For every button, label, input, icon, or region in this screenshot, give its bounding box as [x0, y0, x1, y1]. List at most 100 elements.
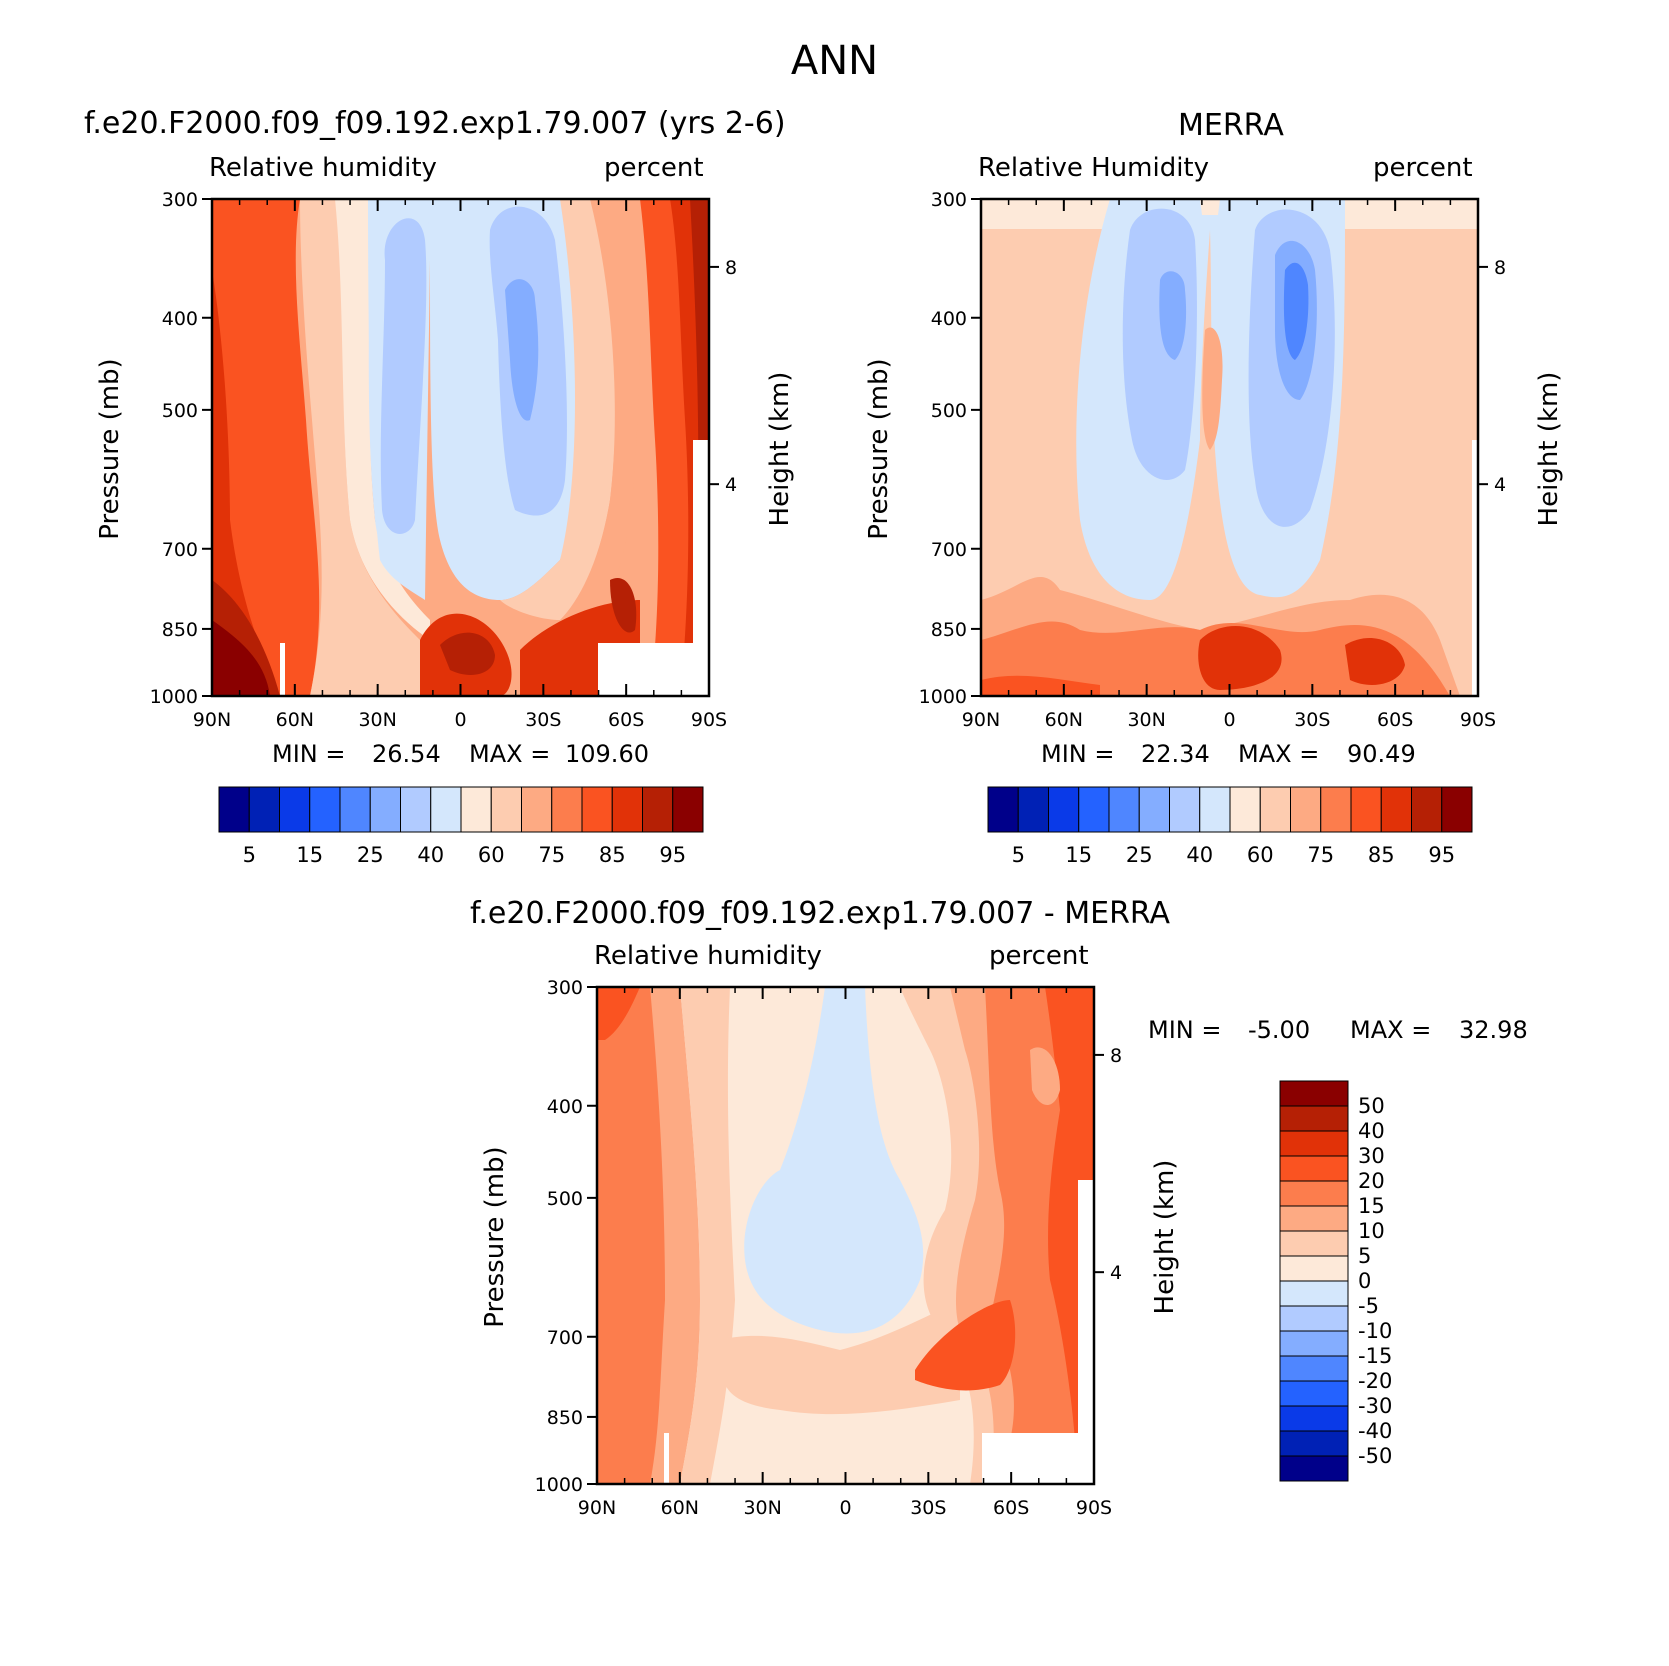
panel2-y2tick-label: 8 — [1494, 257, 1506, 279]
panel2-xtick-label: 0 — [1223, 709, 1235, 731]
panel2-colorbar-swatch — [987, 786, 1019, 833]
panel3-colorbar-label: 0 — [1358, 1269, 1371, 1293]
panel3-max-value: 32.98 — [1459, 1016, 1528, 1044]
panel3-y2tick-label: 4 — [1110, 1262, 1122, 1284]
panel1-fill-strop-blue2 — [505, 279, 539, 421]
panel2-fill-low3 — [1198, 626, 1282, 690]
panel1-xtick-label: 30N — [358, 709, 396, 731]
panel1-colorbar-label: 40 — [417, 843, 444, 867]
panel3-y2tick-label: 8 — [1110, 1045, 1122, 1067]
panel3-xtick-label: 60N — [661, 1497, 699, 1519]
panel3-missing-gap — [664, 1433, 669, 1484]
panel1-ytick-label: 300 — [162, 189, 198, 211]
panel2-min-value: 22.34 — [1141, 740, 1210, 768]
panel2-colorbar-swatch — [1199, 786, 1231, 833]
panel2-colorbar-swatch — [1441, 786, 1473, 833]
panel1-y2label: Height (km) — [765, 371, 795, 527]
panel3-colorbar-swatch — [1279, 1155, 1349, 1182]
panel2-fill-eq-streak — [1202, 327, 1223, 450]
panel1-min-value: 26.54 — [372, 740, 441, 768]
panel2-right-label: percent — [1373, 153, 1473, 183]
panel1-ylabel: Pressure (mb) — [95, 358, 125, 540]
panel2-fill-ntrop-blue — [1122, 208, 1197, 481]
panel1-fill-s-light — [500, 199, 620, 620]
panel3-colorbar-swatch — [1279, 1380, 1349, 1407]
panel1-fill-lowsouth2 — [610, 578, 637, 633]
panel1-colorbar-label: 5 — [243, 843, 256, 867]
panel1-colorbar-swatch — [400, 786, 432, 833]
panel1-colorbar-swatch — [339, 786, 371, 833]
panel2-ytick-label: 700 — [931, 539, 967, 561]
panel3-xtick-label: 90N — [578, 1497, 616, 1519]
panel2-colorbar-label: 5 — [1012, 843, 1025, 867]
panel3-colorbar-label: -30 — [1358, 1394, 1392, 1418]
panel3-ytick-label: 850 — [547, 1407, 583, 1429]
panel1-contours — [212, 199, 709, 696]
panel1-colorbar-swatch — [248, 786, 280, 833]
panel1-ytick-label: 1000 — [150, 686, 198, 708]
panel1-fill-s-light2 — [560, 199, 645, 650]
panel2-xtick-label: 60S — [1377, 709, 1413, 731]
panel3-colorbar-swatch — [1279, 1330, 1349, 1357]
panel2-colorbar-swatch — [1380, 786, 1412, 833]
panel2-colorbar-label: 40 — [1186, 843, 1213, 867]
panel2-colorbar-swatch — [1017, 786, 1049, 833]
panel1-colorbar-label: 85 — [599, 843, 626, 867]
panel3-fill-north — [597, 987, 665, 1484]
panel1-fill-n-light — [300, 199, 430, 696]
panel1-colorbar-swatch — [642, 786, 674, 833]
panel2-min-label: MIN = — [1041, 740, 1115, 768]
panel2-colorbar-label: 75 — [1307, 843, 1334, 867]
panel3-y2label: Height (km) — [1150, 1159, 1180, 1315]
panel1-xtick-label: 0 — [454, 709, 466, 731]
panel1-colorbar-swatch — [279, 786, 311, 833]
panel3-ytick-label: 300 — [547, 977, 583, 999]
panel3-ytick-label: 500 — [547, 1188, 583, 1210]
panel1-colorbar-swatch — [490, 786, 522, 833]
panel2-title: MERRA — [1178, 108, 1284, 143]
panel2-colorbar-swatch — [1138, 786, 1170, 833]
panel1-fill-ntrop-blue — [380, 218, 427, 534]
panel3-colorbar-label: -40 — [1358, 1419, 1392, 1443]
panel2-xtick-label: 30N — [1127, 709, 1165, 731]
panel2-colorbar-swatch — [1108, 786, 1140, 833]
panel2-colorbar-swatch — [1169, 786, 1201, 833]
panel2-fill-eq-notch — [1200, 199, 1220, 215]
axes-layer: 90N 60N 30N 0 30S 60S 90S300400500700850100084… — [150, 189, 1506, 1519]
panel3-missing-se — [982, 1433, 1094, 1484]
panel1-xtick-label: 90S — [691, 709, 727, 731]
panel3-colorbar-label: 5 — [1358, 1244, 1371, 1268]
panel2-colorbar-swatch — [1320, 786, 1352, 833]
panel2-xtick-label: 30S — [1294, 709, 1330, 731]
panel3-colorbar-label: -5 — [1358, 1294, 1379, 1318]
panel3-min-label: MIN = — [1148, 1016, 1222, 1044]
panel2-y2label: Height (km) — [1534, 371, 1564, 527]
panel1-missing-edge — [693, 440, 709, 696]
panel2-ytick-label: 300 — [931, 189, 967, 211]
panel1-max-value: 109.60 — [565, 740, 649, 768]
panel2-ytick-label: 1000 — [919, 686, 967, 708]
panel3-ytick-label: 1000 — [535, 1474, 583, 1496]
panel3-right-label: percent — [989, 941, 1089, 971]
panel1-missing-se — [598, 643, 709, 696]
panel3-colorbar-label: -20 — [1358, 1369, 1392, 1393]
panel2-ytick-label: 400 — [931, 308, 967, 330]
panel3-colorbar-swatch — [1279, 1455, 1349, 1482]
panel3-left-label: Relative humidity — [594, 941, 822, 971]
panel2-fill-strop-blue3 — [1283, 262, 1309, 360]
panel3-xtick-label: 30S — [910, 1497, 946, 1519]
panel3-max-label: MAX = — [1350, 1016, 1432, 1044]
panel1-y2tick-label: 8 — [725, 257, 737, 279]
panel1-colorbar-swatch — [309, 786, 341, 833]
panel3-colorbar-swatch — [1279, 1105, 1349, 1132]
panel3-colorbar-swatch — [1279, 1080, 1349, 1107]
panel1-colorbar-label: 95 — [659, 843, 686, 867]
panel1-colorbar-swatch — [672, 786, 704, 833]
panel3-xtick-label: 90S — [1076, 1497, 1112, 1519]
panel1-min-label: MIN = — [272, 740, 346, 768]
panel1-left-label: Relative humidity — [209, 153, 437, 183]
panel1-y2tick-label: 4 — [725, 474, 737, 496]
panel2-colorbar-label: 85 — [1368, 843, 1395, 867]
panel1-ytick-label: 700 — [162, 539, 198, 561]
